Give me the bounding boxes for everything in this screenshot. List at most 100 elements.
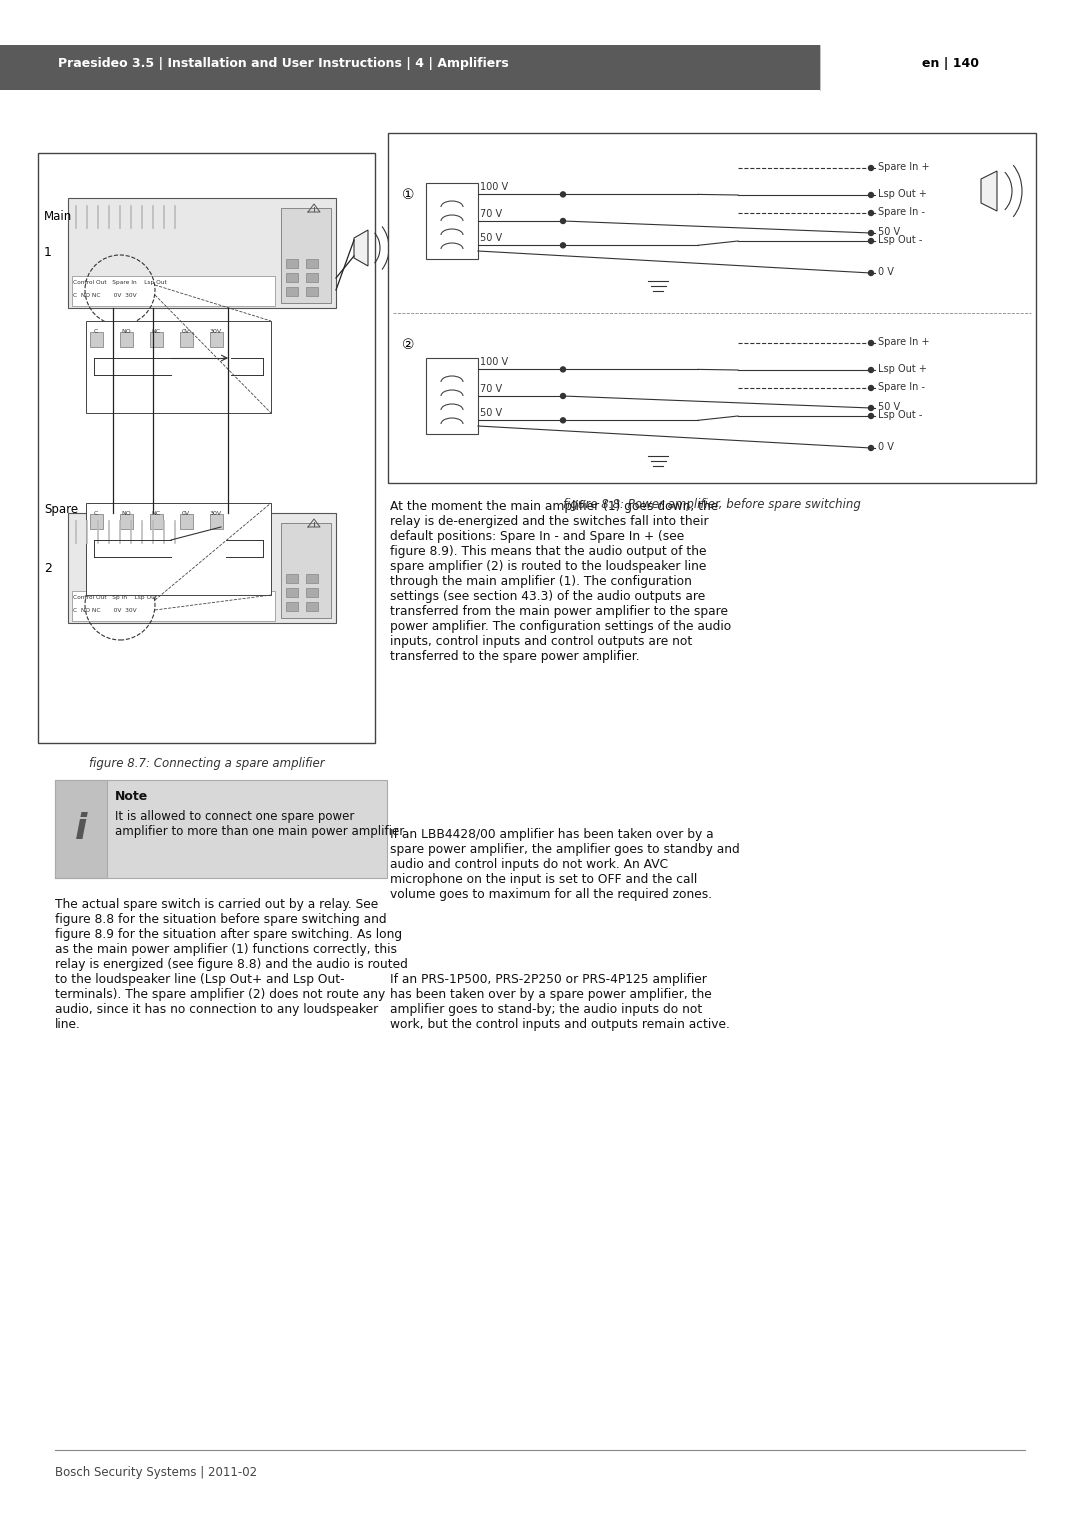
- Bar: [72, 277, 275, 306]
- Circle shape: [868, 165, 874, 171]
- Bar: [180, 332, 193, 347]
- Text: 2: 2: [44, 561, 52, 575]
- Text: Lsp Out +: Lsp Out +: [878, 364, 927, 374]
- Text: 70 V: 70 V: [480, 384, 502, 394]
- Text: en | 140: en | 140: [921, 57, 978, 69]
- Text: 0V: 0V: [181, 329, 190, 335]
- Text: It is allowed to connect one spare power
amplifier to more than one main power a: It is allowed to connect one spare power…: [114, 810, 407, 837]
- Bar: [306, 602, 318, 611]
- Text: figure 8.8: Power amplifier, before spare switching: figure 8.8: Power amplifier, before spar…: [563, 498, 861, 510]
- Bar: [150, 513, 163, 529]
- Text: Note: Note: [114, 790, 148, 804]
- Text: ①: ①: [402, 188, 415, 202]
- Bar: [180, 513, 193, 529]
- Text: NO: NO: [121, 329, 131, 335]
- Text: Lsp Out -: Lsp Out -: [878, 410, 922, 420]
- Bar: [68, 199, 336, 309]
- Text: C: C: [94, 510, 98, 516]
- Circle shape: [561, 193, 566, 197]
- Bar: [286, 602, 298, 611]
- Text: Spare In +: Spare In +: [878, 162, 930, 173]
- Bar: [90, 513, 103, 529]
- Text: 50 V: 50 V: [878, 402, 900, 413]
- Circle shape: [868, 368, 874, 373]
- Text: Spare In -: Spare In -: [878, 206, 924, 217]
- Text: Bosch Security Systems | 2011-02: Bosch Security Systems | 2011-02: [55, 1465, 257, 1479]
- Text: Main: Main: [44, 209, 72, 223]
- Text: Control Out   Sp In    Lsp Out: Control Out Sp In Lsp Out: [73, 594, 157, 601]
- Circle shape: [868, 238, 874, 243]
- Circle shape: [868, 341, 874, 345]
- Circle shape: [561, 219, 566, 223]
- Text: i: i: [75, 811, 87, 847]
- Text: Spare In +: Spare In +: [878, 338, 930, 347]
- Bar: [820, 44, 1080, 90]
- Bar: [306, 274, 318, 283]
- Text: 0 V: 0 V: [878, 267, 894, 277]
- Text: At the moment the main amplifier (1) goes down, the
relay is de-energized and th: At the moment the main amplifier (1) goe…: [390, 500, 731, 663]
- Bar: [150, 332, 163, 347]
- Circle shape: [561, 417, 566, 423]
- Bar: [210, 332, 222, 347]
- Text: NC: NC: [151, 329, 161, 335]
- Text: Spare: Spare: [44, 503, 78, 516]
- Text: 100 V: 100 V: [480, 358, 508, 367]
- Circle shape: [868, 446, 874, 451]
- Bar: [281, 523, 330, 617]
- Bar: [281, 208, 330, 303]
- Circle shape: [561, 367, 566, 371]
- Bar: [38, 153, 375, 743]
- Circle shape: [868, 193, 874, 197]
- Bar: [86, 321, 271, 413]
- Bar: [72, 591, 275, 620]
- Text: 30V: 30V: [210, 329, 222, 335]
- Bar: [120, 513, 133, 529]
- Circle shape: [561, 394, 566, 399]
- Circle shape: [561, 243, 566, 248]
- Bar: [55, 779, 387, 879]
- Text: ②: ②: [402, 338, 415, 351]
- Text: If an PRS-1P500, PRS-2P250 or PRS-4P125 amplifier
has been taken over by a spare: If an PRS-1P500, PRS-2P250 or PRS-4P125 …: [390, 973, 730, 1031]
- Circle shape: [868, 405, 874, 411]
- Text: C: C: [94, 329, 98, 335]
- Polygon shape: [354, 231, 368, 266]
- Bar: [86, 503, 271, 594]
- Text: 0 V: 0 V: [878, 442, 894, 452]
- Bar: [90, 332, 103, 347]
- Bar: [286, 287, 298, 296]
- Text: The actual spare switch is carried out by a relay. See
figure 8.8 for the situat: The actual spare switch is carried out b…: [55, 898, 408, 1031]
- Bar: [55, 779, 107, 879]
- Text: Praesideo 3.5 | Installation and User Instructions | 4 | Amplifiers: Praesideo 3.5 | Installation and User In…: [58, 57, 509, 69]
- Text: NC: NC: [151, 510, 161, 516]
- Text: 50 V: 50 V: [480, 234, 502, 243]
- Text: Spare In -: Spare In -: [878, 382, 924, 393]
- Bar: [286, 260, 298, 267]
- Text: 30V: 30V: [210, 510, 222, 516]
- Circle shape: [868, 385, 874, 391]
- Bar: [286, 588, 298, 597]
- Bar: [68, 513, 336, 623]
- Circle shape: [868, 211, 874, 215]
- Text: 50 V: 50 V: [878, 228, 900, 237]
- Text: Lsp Out +: Lsp Out +: [878, 189, 927, 199]
- Bar: [426, 358, 478, 434]
- Text: figure 8.7: Connecting a spare amplifier: figure 8.7: Connecting a spare amplifier: [89, 756, 324, 770]
- Bar: [286, 274, 298, 283]
- Bar: [306, 575, 318, 584]
- Bar: [306, 588, 318, 597]
- Text: 100 V: 100 V: [480, 182, 508, 193]
- Circle shape: [868, 231, 874, 235]
- Text: NO: NO: [121, 510, 131, 516]
- Text: If an LBB4428/00 amplifier has been taken over by a
spare power amplifier, the a: If an LBB4428/00 amplifier has been take…: [390, 828, 740, 902]
- Text: 70 V: 70 V: [480, 209, 502, 219]
- Text: 0V: 0V: [181, 510, 190, 516]
- Bar: [306, 287, 318, 296]
- Bar: [286, 575, 298, 584]
- Bar: [120, 332, 133, 347]
- Bar: [210, 513, 222, 529]
- Circle shape: [868, 270, 874, 275]
- Polygon shape: [981, 171, 997, 211]
- Bar: [306, 260, 318, 267]
- Text: Control Out   Spare In    Lsp Out: Control Out Spare In Lsp Out: [73, 280, 166, 286]
- Bar: [426, 183, 478, 260]
